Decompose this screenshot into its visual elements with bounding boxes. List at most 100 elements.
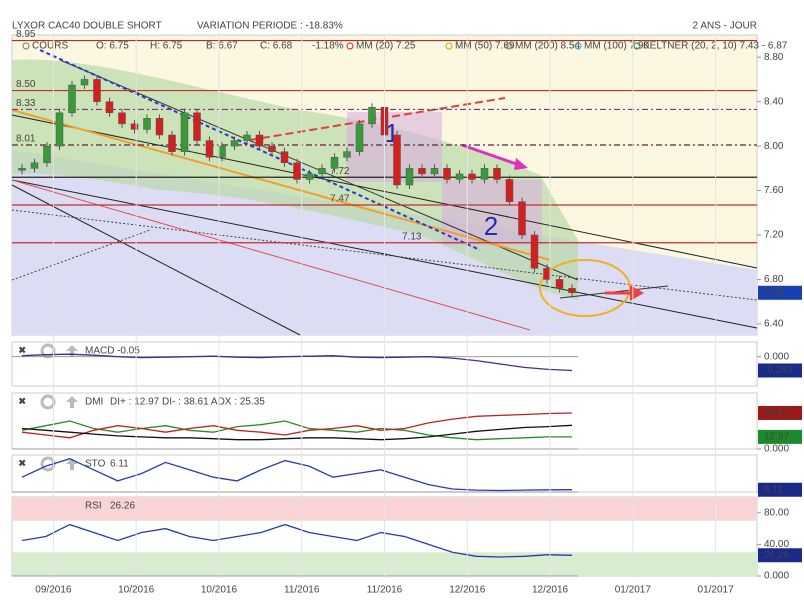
indicator-line xyxy=(21,424,573,441)
candle xyxy=(30,162,39,169)
icon-settings xyxy=(40,394,56,410)
legend-icon xyxy=(574,42,582,50)
x-tick-label: 09/2016 xyxy=(35,585,72,596)
arrow-1-head xyxy=(514,158,528,170)
candle xyxy=(493,168,501,180)
candle xyxy=(68,84,76,114)
candle xyxy=(255,134,264,147)
indicator-title: RSI xyxy=(85,501,102,512)
indicator-value: 6.11 xyxy=(110,459,129,470)
y-tick-label: 0.000 xyxy=(764,351,789,362)
candle xyxy=(305,173,314,180)
candle xyxy=(193,112,201,141)
candle xyxy=(368,106,376,125)
x-tick-label: 01/2017 xyxy=(615,585,652,596)
level-label: 8.50 xyxy=(16,79,36,90)
arrow-2-head xyxy=(630,285,644,301)
candle xyxy=(268,145,276,152)
annotation: 2 xyxy=(484,211,498,241)
value-badge-label: 38.61 xyxy=(764,408,789,419)
period: 2 ANS - JOUR xyxy=(693,21,757,32)
value-badge xyxy=(758,363,802,378)
legend-item: MM (50) 7.69 xyxy=(455,41,515,52)
icon-close: ✖ xyxy=(18,346,26,357)
candle xyxy=(205,140,214,158)
legend-icon xyxy=(346,42,354,50)
value-badge xyxy=(758,548,802,563)
candle xyxy=(393,134,401,186)
candle xyxy=(55,112,64,147)
candle xyxy=(530,234,539,269)
value-badge-label: 6.11 xyxy=(764,484,783,495)
icon-close: ✖ xyxy=(18,397,26,408)
legend-item: B: 6.67 xyxy=(206,41,238,52)
variation: VARIATION PERIODE : -18.83% xyxy=(197,21,343,32)
x-tick-label: 11/2016 xyxy=(284,585,320,596)
candle xyxy=(555,279,564,289)
legend-item: C: 6.68 xyxy=(260,41,293,52)
candle xyxy=(318,168,326,175)
indicator-title: STO xyxy=(85,459,106,470)
value-badge-label: 12.97 xyxy=(764,432,789,443)
y-tick-label: 8.40 xyxy=(764,96,784,107)
candle xyxy=(293,162,301,180)
candle xyxy=(505,179,514,202)
x-tick-label: 11/2016 xyxy=(367,585,403,596)
legend-item: COURS xyxy=(32,41,68,52)
legend-item: O: 6.75 xyxy=(96,41,129,52)
legend-item: MM (100) 7.90 xyxy=(584,41,649,52)
candle xyxy=(180,112,189,152)
indicator-line xyxy=(21,353,573,372)
candle xyxy=(405,168,414,186)
indicator-title: MACD xyxy=(85,346,114,357)
candle xyxy=(243,134,251,141)
value-badge-label: 26.26 xyxy=(764,550,789,561)
candle xyxy=(518,201,526,236)
icon-close: ✖ xyxy=(18,459,26,470)
level-label: 7.13 xyxy=(402,231,422,242)
icon-arrow xyxy=(66,396,78,408)
candle xyxy=(443,168,451,180)
level-label: 8.33 xyxy=(16,98,36,109)
indicator-title: DMI xyxy=(85,397,103,408)
candle xyxy=(230,140,239,147)
x-tick-label: 01/2017 xyxy=(698,585,735,596)
arrow-1 xyxy=(461,143,526,169)
y-tick-label: 80.00 xyxy=(764,507,789,518)
candle xyxy=(343,151,351,158)
level-label: 7.72 xyxy=(330,166,350,177)
candle xyxy=(280,151,289,164)
candle xyxy=(105,101,114,114)
x-tick-label: 10/2016 xyxy=(118,585,155,596)
indicator-value: 26.26 xyxy=(110,501,135,512)
value-badge-label: -0.283 xyxy=(764,365,793,376)
indicator-line xyxy=(21,458,573,492)
legend-icon xyxy=(505,42,513,50)
y-tick-label: 8.00 xyxy=(764,141,784,152)
legend-item: MM (200) 8.54 xyxy=(515,41,580,52)
value-badge-label: 6.68 xyxy=(764,287,784,298)
candle xyxy=(330,156,339,169)
candle xyxy=(480,168,489,180)
x-tick-label: 12/2016 xyxy=(532,585,569,596)
y-tick-label: 0.000 xyxy=(764,444,789,455)
legend-icon xyxy=(633,42,641,50)
indicator-line xyxy=(21,523,573,558)
y-tick-label: 6.80 xyxy=(764,274,784,285)
instrument-title: LYXOR CAC40 DOUBLE SHORT xyxy=(12,21,162,32)
candle xyxy=(355,123,364,152)
y-tick-label: 8.80 xyxy=(764,52,784,63)
candle xyxy=(430,168,439,175)
candle xyxy=(130,123,139,130)
legend-item: MM (20) 7.25 xyxy=(356,41,416,52)
indicator-line xyxy=(21,420,572,441)
indicator-value: DI+ : 12.97 DI- : 38.61 ADX : 25.35 xyxy=(110,397,265,408)
candle xyxy=(143,118,151,130)
candle xyxy=(118,112,126,125)
candle xyxy=(418,168,426,175)
y-tick-label: 0.000 xyxy=(764,571,789,582)
candle xyxy=(543,268,551,280)
y-tick-label: 40.00 xyxy=(764,539,789,550)
value-badge xyxy=(758,482,802,497)
candle xyxy=(218,145,226,158)
